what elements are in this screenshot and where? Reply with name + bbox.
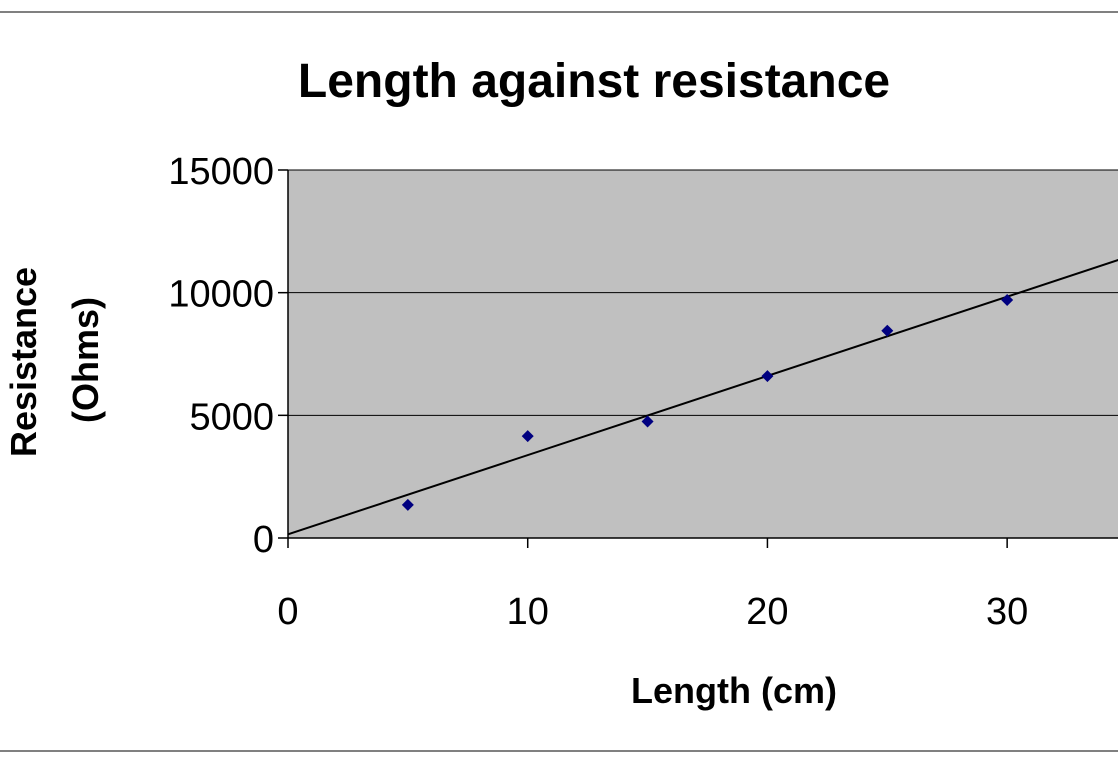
y-tick-label-5000: 5000	[189, 396, 274, 438]
chart-title: Length against resistance	[298, 55, 890, 108]
data-point-1	[521, 430, 534, 443]
y-tick-label-10000: 10000	[168, 274, 274, 316]
x-tick-label-0: 0	[277, 591, 298, 633]
plot-area	[288, 170, 1118, 538]
data-point-4	[881, 324, 894, 337]
y-axis-label-line-1: Resistance	[3, 267, 44, 457]
x-tick-label-20: 20	[746, 591, 788, 633]
data-point-5	[1001, 294, 1014, 307]
data-points	[401, 294, 1014, 511]
data-point-3	[761, 370, 774, 383]
data-point-0	[401, 498, 414, 511]
gridlines	[288, 169, 1118, 416]
x-tick-group: 0 10 20 30	[277, 538, 1028, 633]
y-tick-label-15000: 15000	[168, 151, 274, 193]
trendline	[287, 259, 1118, 536]
x-tick-label-10: 10	[507, 591, 549, 633]
y-axis-label: Resistance (Ohms)	[3, 267, 106, 457]
data-point-2	[641, 415, 654, 428]
x-axis-label: Length (cm)	[631, 670, 837, 711]
y-tick-label-0: 0	[253, 519, 274, 561]
y-tick-group: 0 5000 10000 15000	[168, 151, 288, 561]
y-axis-label-line-2: (Ohms)	[65, 297, 106, 423]
x-tick-label-30: 30	[986, 591, 1028, 633]
